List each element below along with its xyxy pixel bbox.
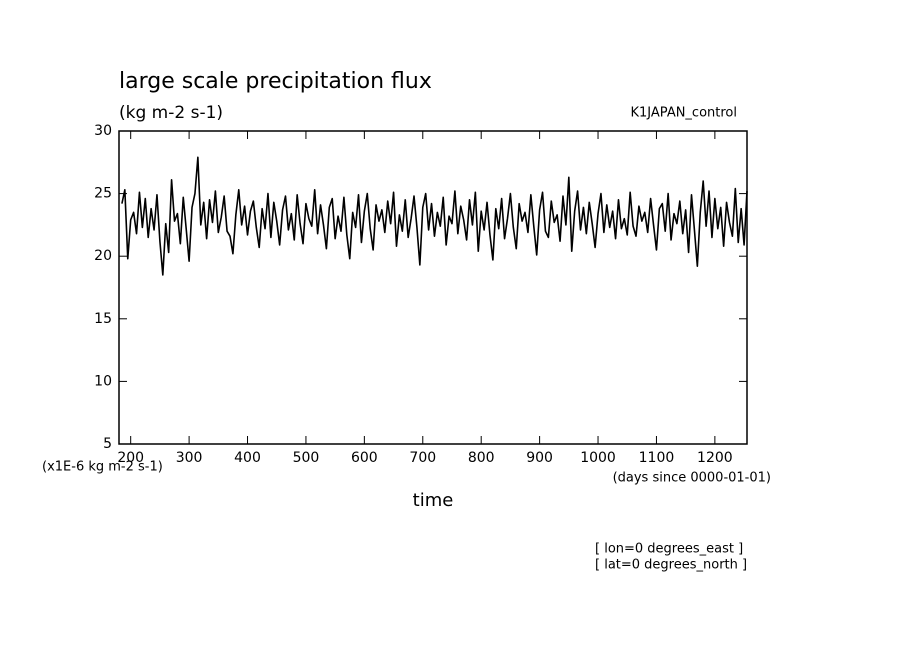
x-tick-label: 300 bbox=[176, 450, 203, 466]
chart-title: large scale precipitation flux bbox=[119, 69, 432, 94]
plot-frame bbox=[118, 130, 748, 445]
dataset-label: K1JAPAN_control bbox=[631, 106, 737, 121]
x-axis-label: time bbox=[413, 490, 454, 511]
x-tick-label: 1000 bbox=[580, 450, 616, 466]
y-tick-label: 5 bbox=[103, 436, 112, 452]
y-tick-label: 25 bbox=[94, 186, 112, 202]
x-tick-label: 1100 bbox=[639, 450, 675, 466]
data-line bbox=[121, 156, 748, 276]
x-tick-label: 800 bbox=[468, 450, 495, 466]
x-tick-label: 200 bbox=[117, 450, 144, 466]
chart-subtitle: (kg m-2 s-1) bbox=[119, 103, 223, 123]
x-tick-label: 500 bbox=[293, 450, 320, 466]
y-tick-label: 15 bbox=[94, 311, 112, 327]
y-tick-label: 10 bbox=[94, 373, 112, 389]
x-tick-label: 900 bbox=[526, 450, 553, 466]
x-tick-label: 700 bbox=[409, 450, 436, 466]
annotation: [ lon=0 degrees_east ] bbox=[595, 542, 743, 557]
annotation: [ lat=0 degrees_north ] bbox=[595, 558, 747, 573]
y-unit-label: (x1E-6 kg m-2 s-1) bbox=[42, 460, 163, 475]
x-tick-label: 1200 bbox=[697, 450, 733, 466]
y-tick-label: 20 bbox=[94, 248, 112, 264]
x-tick-label: 600 bbox=[351, 450, 378, 466]
x-unit-label: (days since 0000-01-01) bbox=[613, 471, 771, 486]
x-tick-label: 400 bbox=[234, 450, 261, 466]
y-tick-label: 30 bbox=[94, 123, 112, 139]
